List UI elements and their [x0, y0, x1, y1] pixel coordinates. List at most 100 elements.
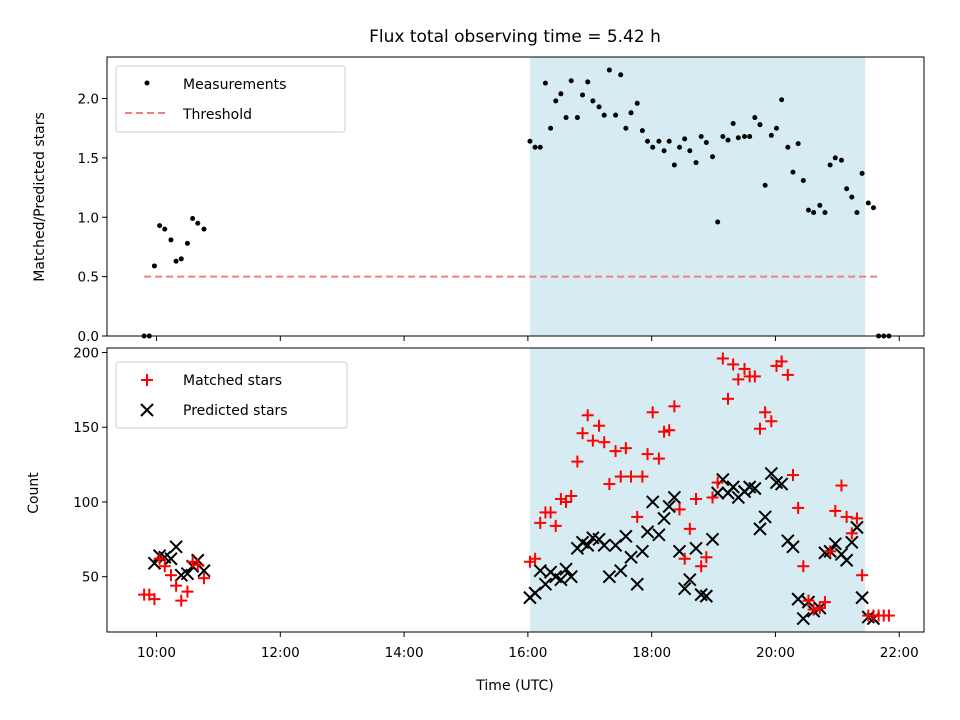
matched-star-point	[560, 495, 573, 508]
predicted-star-point	[683, 572, 697, 587]
measurement-point	[590, 98, 596, 104]
legend-matched-label: Matched stars	[183, 373, 282, 389]
measurement-point	[634, 100, 640, 106]
measurement-point	[752, 115, 758, 121]
top-y-axis-label: Matched/Predicted stars	[32, 112, 48, 282]
legend-measurements-label: Measurements	[183, 77, 286, 93]
measurement-point	[747, 134, 753, 140]
matched-stars-series	[138, 352, 895, 622]
matched-star-point	[722, 392, 735, 405]
matched-star-point	[175, 594, 188, 607]
measurement-point	[195, 220, 201, 226]
y-tick-label: 100	[73, 495, 99, 511]
matched-star-point	[576, 427, 589, 440]
predicted-stars-series	[147, 466, 881, 626]
legend-predicted-label: Predicted stars	[183, 403, 288, 419]
bottom-highlight-span	[529, 348, 866, 632]
x-tick-label: 20:00	[756, 645, 795, 661]
predicted-star-point	[645, 495, 660, 509]
predicted-star-point	[850, 520, 864, 535]
matched-star-point	[181, 585, 194, 598]
measurement-point	[693, 160, 699, 166]
measurement-point	[720, 134, 726, 140]
measurement-point	[601, 112, 607, 118]
measurement-point	[527, 138, 533, 144]
predicted-star-point	[635, 544, 650, 558]
measurement-point	[735, 135, 741, 141]
measurement-point	[844, 186, 850, 192]
x-axis-label: Time (UTC)	[475, 678, 553, 694]
matched-star-point	[544, 506, 557, 519]
measurement-point	[854, 210, 860, 216]
bottom-y-ticks: 50 100 150 200	[73, 345, 107, 586]
predicted-star-point	[774, 477, 789, 491]
matched-star-point	[797, 560, 810, 573]
matched-star-point	[673, 503, 686, 516]
matched-star-point	[631, 510, 644, 523]
x-tick-label: 10:00	[137, 645, 176, 661]
matched-star-point	[840, 510, 853, 523]
predicted-star-point	[602, 569, 617, 584]
matched-star-point	[523, 555, 536, 568]
y-tick-label: 2.0	[78, 92, 99, 108]
bottom-panel: 50 100 150 200 10:00 12:00 14:00 16:00 18:00 20:…	[26, 345, 925, 694]
matched-star-point	[619, 442, 632, 455]
measurement-point	[687, 148, 693, 154]
measurement-point	[162, 226, 168, 232]
measurement-point	[682, 136, 688, 142]
matched-star-point	[565, 489, 578, 502]
predicted-star-point	[652, 528, 666, 542]
measurement-point	[730, 120, 736, 126]
top-legend: Measurements Threshold	[115, 65, 346, 133]
matched-star-point	[748, 370, 761, 383]
matched-star-point	[586, 434, 599, 447]
x-tick-label: 12:00	[261, 645, 300, 661]
matched-star-point	[807, 603, 820, 616]
top-highlight-span	[529, 57, 866, 336]
x-tick-label: 14:00	[385, 645, 424, 661]
measurement-point	[613, 112, 619, 118]
chart-title: Flux total observing time = 5.42 h	[369, 27, 661, 47]
predicted-star-point	[748, 481, 762, 496]
matched-star-point	[711, 476, 724, 489]
measurement-point	[661, 148, 667, 154]
matched-star-point	[882, 609, 895, 622]
measurement-point	[703, 139, 709, 145]
top-panel: 0.00.51.01.52.0 Matched/Predicted stars …	[32, 56, 925, 345]
matched-star-point	[663, 424, 676, 437]
predicted-star-point	[758, 510, 772, 524]
matched-star-point	[549, 519, 562, 532]
measurement-point	[553, 98, 559, 104]
predicted-star-point	[180, 566, 195, 581]
predicted-star-point	[845, 535, 859, 550]
matched-star-point	[614, 470, 627, 483]
measurement-point	[563, 115, 569, 121]
measurement-point	[773, 125, 779, 131]
measurement-point	[666, 138, 672, 144]
matched-star-point	[554, 492, 567, 505]
y-tick-label: 200	[73, 345, 99, 361]
matched-star-point	[186, 555, 199, 568]
measurement-point	[817, 202, 823, 208]
measurement-point	[742, 134, 748, 140]
legend-matched-marker	[141, 374, 153, 386]
matched-star-point	[636, 470, 649, 483]
predicted-star-point	[672, 544, 687, 558]
measurement-point	[157, 223, 163, 229]
matched-star-point	[732, 373, 745, 386]
measurement-point	[790, 169, 796, 175]
measurement-point	[558, 91, 564, 97]
legend-predicted-marker	[140, 403, 154, 417]
measurement-point	[606, 67, 612, 73]
predicted-star-point	[796, 611, 811, 626]
matched-star-point	[716, 352, 729, 365]
matched-star-point	[850, 512, 863, 525]
measurement-point	[656, 138, 662, 144]
measurement-point	[568, 78, 574, 84]
predicted-star-point	[667, 490, 682, 505]
matched-star-point	[845, 527, 858, 540]
matched-star-point	[786, 469, 799, 482]
matched-star-point	[753, 422, 766, 435]
measurement-point	[698, 134, 704, 140]
top-axes-frame	[106, 56, 925, 337]
